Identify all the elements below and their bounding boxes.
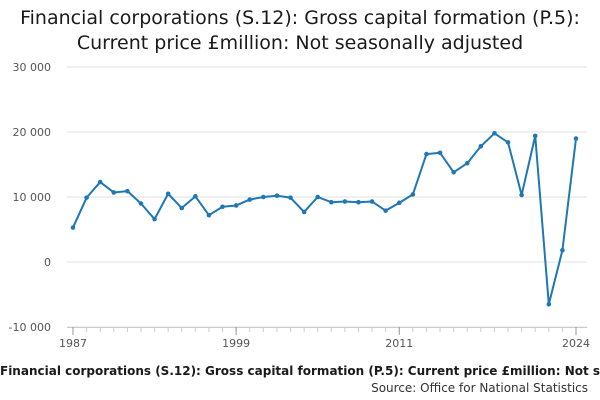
y-tick-label: -10 000 <box>9 321 51 334</box>
data-point[interactable] <box>206 212 212 218</box>
data-point[interactable] <box>396 200 402 206</box>
data-point[interactable] <box>546 301 552 307</box>
data-point[interactable] <box>424 151 429 157</box>
data-point[interactable] <box>179 205 185 211</box>
data-point[interactable] <box>519 192 524 198</box>
x-tick-label: 2011 <box>385 337 413 350</box>
data-point[interactable] <box>383 208 388 213</box>
data-point[interactable] <box>274 193 280 198</box>
series-line <box>72 132 577 306</box>
y-tick-label: 0 <box>44 256 51 269</box>
y-tick-label: 20 000 <box>13 126 52 139</box>
data-point[interactable] <box>505 140 511 145</box>
x-tick-label: 2024 <box>562 337 590 350</box>
data-point[interactable] <box>125 188 130 194</box>
data-point[interactable] <box>410 192 416 197</box>
data-point[interactable] <box>301 209 307 215</box>
data-point[interactable] <box>492 131 497 136</box>
axis-layer: 30 000 20 000 10 000 0 -10 000 1987 1999 2011 20… <box>9 61 590 350</box>
series-layer <box>70 131 579 307</box>
data-point[interactable] <box>342 199 348 204</box>
data-point[interactable] <box>464 160 470 166</box>
y-tick-label: 30 000 <box>13 61 52 74</box>
data-point[interactable] <box>233 203 239 208</box>
series-caption: Financial corporations (S.12): Gross cap… <box>0 364 600 378</box>
data-point[interactable] <box>315 194 321 200</box>
data-point[interactable] <box>560 248 565 253</box>
grid-layer <box>67 66 587 328</box>
data-point[interactable] <box>573 136 579 141</box>
data-point[interactable] <box>369 199 375 204</box>
chart-title: Financial corporations (S.12): Gross cap… <box>0 6 600 56</box>
data-point[interactable] <box>261 194 266 200</box>
data-point[interactable] <box>247 197 253 202</box>
chart-title-line-2: Current price £million: Not seasonally a… <box>76 32 524 54</box>
data-point[interactable] <box>138 201 144 206</box>
data-point[interactable] <box>220 204 225 210</box>
x-tick-label: 1987 <box>59 337 87 350</box>
data-point[interactable] <box>111 190 117 195</box>
data-point[interactable] <box>532 133 538 139</box>
data-point[interactable] <box>152 216 157 222</box>
data-point[interactable] <box>165 191 171 197</box>
x-tick-label: 1999 <box>222 337 250 350</box>
source-label: Source: Office for National Statistics <box>371 381 588 395</box>
data-point[interactable] <box>478 144 484 149</box>
data-point[interactable] <box>437 150 443 156</box>
data-point[interactable] <box>97 179 103 185</box>
data-point[interactable] <box>328 199 334 205</box>
data-point[interactable] <box>70 225 76 230</box>
data-point[interactable] <box>84 195 89 200</box>
data-point[interactable] <box>288 195 293 200</box>
y-tick-label: 10 000 <box>13 191 52 204</box>
data-point[interactable] <box>451 170 456 175</box>
chart-title-line-1: Financial corporations (S.12): Gross cap… <box>20 7 580 29</box>
data-point[interactable] <box>356 199 361 205</box>
data-point[interactable] <box>193 194 198 199</box>
